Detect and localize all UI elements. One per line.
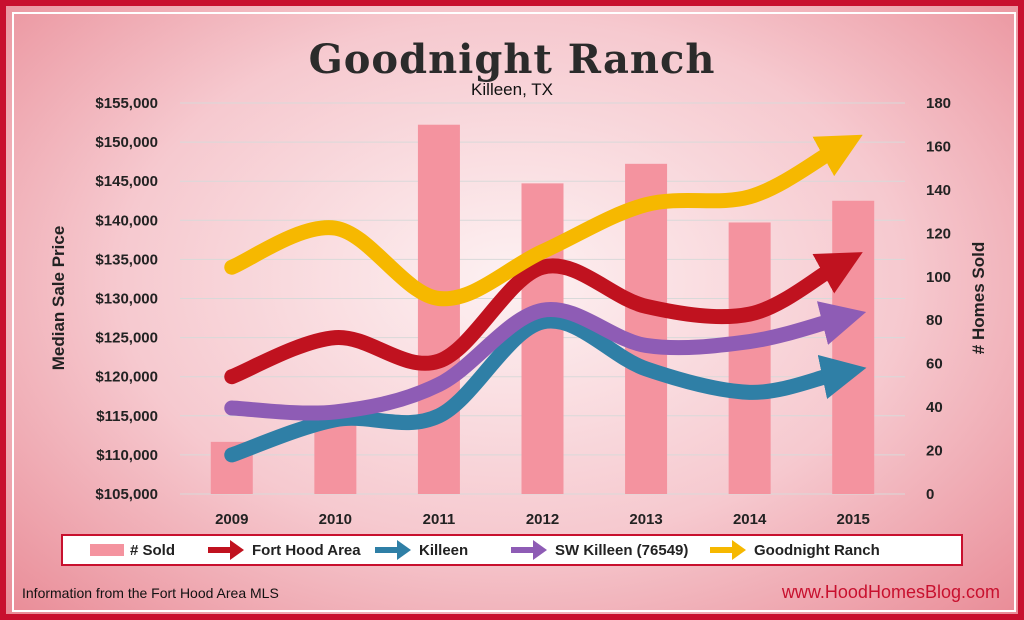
website-link[interactable]: www.HoodHomesBlog.com bbox=[781, 582, 1000, 602]
right-tick-label: 100 bbox=[926, 269, 951, 286]
right-tick-label: 40 bbox=[926, 399, 943, 416]
x-tick-label: 2015 bbox=[837, 511, 870, 528]
left-tick-label: $145,000 bbox=[95, 173, 158, 190]
bar-sold bbox=[728, 222, 771, 494]
left-tick-label: $135,000 bbox=[95, 251, 158, 268]
right-tick-label: 60 bbox=[926, 356, 943, 373]
legend-label-0: Fort Hood Area bbox=[252, 542, 361, 559]
right-tick-label: 180 bbox=[926, 95, 951, 112]
left-axis-ticks: $105,000 $110,000 $115,000 $120,000 $125,000… bbox=[95, 95, 158, 503]
bar-sold bbox=[417, 124, 460, 494]
series-line-killeen bbox=[224, 313, 867, 463]
right-tick-label: 0 bbox=[926, 486, 934, 503]
right-tick-label: 160 bbox=[926, 138, 951, 155]
x-tick-label: 2010 bbox=[319, 511, 352, 528]
series-line-goodnight-ranch bbox=[224, 134, 863, 307]
right-tick-label: 80 bbox=[926, 312, 943, 329]
left-tick-label: $105,000 bbox=[95, 486, 158, 503]
chart-title: Goodnight Ranch bbox=[309, 36, 716, 83]
bar-sold bbox=[625, 163, 668, 495]
x-tick-label: 2014 bbox=[733, 511, 767, 528]
right-tick-label: 140 bbox=[926, 182, 951, 199]
legend-label-2: SW Killeen (76549) bbox=[555, 542, 688, 559]
legend-arrow-1 bbox=[375, 540, 411, 560]
right-axis-title: # Homes Sold bbox=[969, 242, 988, 354]
inner-border bbox=[12, 12, 1016, 612]
legend-label-3: Goodnight Ranch bbox=[754, 542, 880, 559]
left-tick-label: $150,000 bbox=[95, 134, 158, 151]
chart-subtitle: Killeen, TX bbox=[471, 80, 553, 99]
legend-label-1: Killeen bbox=[419, 542, 468, 559]
bar-sold bbox=[521, 183, 564, 494]
series-lines bbox=[224, 134, 867, 463]
bar-sold bbox=[832, 200, 875, 494]
x-tick-label: 2012 bbox=[526, 511, 559, 528]
left-tick-label: $155,000 bbox=[95, 95, 158, 112]
right-tick-label: 20 bbox=[926, 443, 943, 460]
left-tick-label: $130,000 bbox=[95, 291, 158, 308]
series-line-sw-killeen-76549 bbox=[224, 301, 867, 421]
legend-label-sold: # Sold bbox=[130, 542, 175, 559]
x-axis-ticks: 2009 2010 2011 2012 2013 2014 2015 bbox=[215, 511, 870, 528]
legend-swatch-sold bbox=[90, 544, 124, 556]
legend: # Sold Fort Hood Area Killeen SW Killeen (7… bbox=[90, 540, 880, 560]
source-note: Information from the Fort Hood Area MLS bbox=[22, 585, 279, 601]
series-line-fort-hood-area bbox=[224, 252, 863, 385]
left-tick-label: $140,000 bbox=[95, 212, 158, 229]
x-tick-label: 2013 bbox=[629, 511, 662, 528]
right-tick-label: 120 bbox=[926, 225, 951, 242]
x-tick-label: 2011 bbox=[423, 511, 456, 528]
left-tick-label: $120,000 bbox=[95, 369, 158, 386]
left-axis-title: Median Sale Price bbox=[49, 226, 68, 371]
left-tick-label: $115,000 bbox=[96, 408, 158, 425]
legend-arrow-2 bbox=[511, 540, 547, 560]
left-tick-label: $125,000 bbox=[95, 330, 158, 347]
x-tick-label: 2009 bbox=[215, 511, 248, 528]
legend-arrow-0 bbox=[208, 540, 244, 560]
bars bbox=[210, 124, 875, 495]
left-tick-label: $110,000 bbox=[96, 447, 158, 464]
legend-arrow-3 bbox=[710, 540, 746, 560]
right-axis-ticks: 0 20 40 60 80 100 120 140 160 180 bbox=[926, 95, 951, 503]
